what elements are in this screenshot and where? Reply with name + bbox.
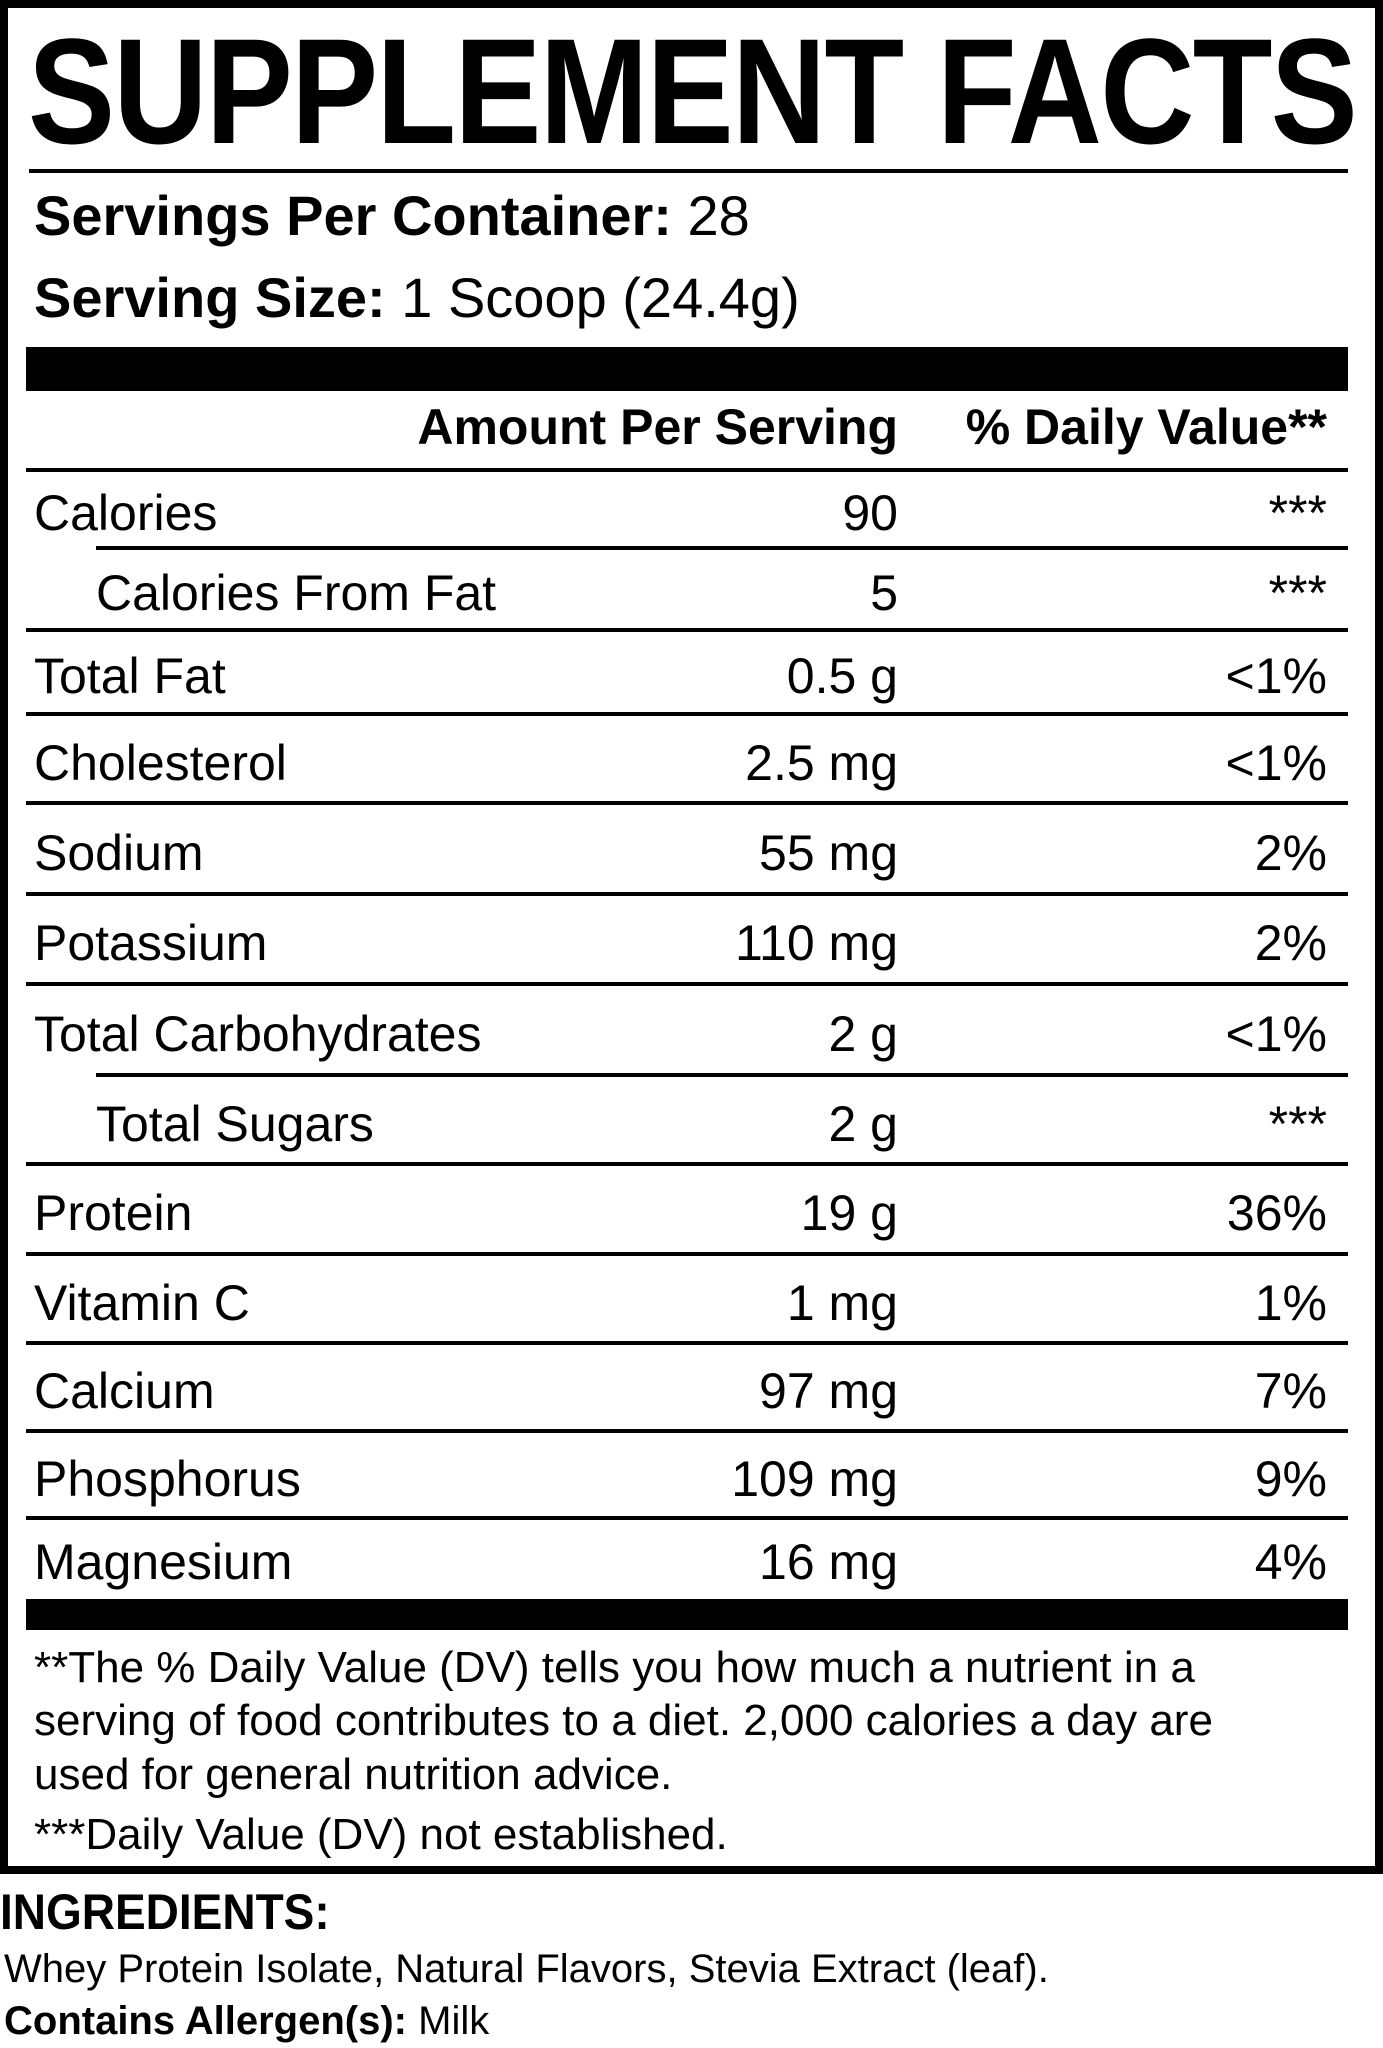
nutrient-row: Potassium 110 mg 2% <box>26 896 1348 986</box>
servings-value: 28 <box>687 184 750 247</box>
nutrient-daily-value: 2% <box>1254 915 1327 971</box>
footnote-dv-line3: used for general nutrition advice. <box>34 1750 673 1799</box>
allergen-statement: Contains Allergen(s): Milk <box>4 1996 489 2046</box>
nutrient-name: Total Sugars <box>96 1096 374 1152</box>
nutrient-daily-value: 4% <box>1254 1534 1327 1590</box>
nutrient-row: Magnesium 16 mg 4% <box>26 1520 1348 1599</box>
nutrient-row: Sodium 55 mg 2% <box>26 805 1348 896</box>
nutrient-daily-value: 2% <box>1254 825 1327 881</box>
serving-size-value: 1 Scoop (24.4g) <box>401 266 800 329</box>
row-divider <box>26 801 1348 805</box>
servings-per-container: Servings Per Container: 28 <box>34 186 750 246</box>
nutrient-row: Total Fat 0.5 g <1% <box>26 632 1348 716</box>
nutrient-daily-value: 1% <box>1254 1275 1327 1331</box>
nutrient-amount: 5 <box>870 565 898 621</box>
nutrient-row: Calories 90 *** <box>26 472 1348 550</box>
nutrient-daily-value: *** <box>1268 1096 1327 1152</box>
nutrient-daily-value: *** <box>1268 485 1327 541</box>
nutrient-amount: 55 mg <box>759 825 898 881</box>
nutrient-daily-value: *** <box>1268 565 1327 621</box>
daily-value-header: % Daily Value** <box>965 399 1327 455</box>
nutrient-name: Calories From Fat <box>96 565 497 621</box>
nutrient-name: Vitamin C <box>34 1275 250 1331</box>
allergen-value: Milk <box>418 1999 490 2043</box>
nutrient-row: Cholesterol 2.5 mg <1% <box>26 716 1348 805</box>
nutrient-daily-value: 7% <box>1254 1363 1327 1419</box>
header-divider <box>26 468 1348 472</box>
footnote-not-established: ***Daily Value (DV) not established. <box>34 1810 728 1859</box>
nutrient-amount: 110 mg <box>734 915 898 971</box>
nutrient-row: Calories From Fat 5 *** <box>26 550 1348 632</box>
nutrient-name: Total Carbohydrates <box>34 1006 482 1062</box>
nutrient-amount: 19 g <box>800 1185 898 1241</box>
nutrient-name: Magnesium <box>34 1534 293 1590</box>
nutrient-amount: 2 g <box>828 1006 898 1062</box>
nutrient-amount: 2.5 mg <box>745 735 898 791</box>
thick-bar-top <box>26 347 1348 391</box>
nutrient-row: Calcium 97 mg 7% <box>26 1345 1348 1433</box>
nutrient-name: Protein <box>34 1185 193 1241</box>
row-divider <box>26 982 1348 986</box>
nutrient-name: Phosphorus <box>34 1451 301 1507</box>
footnote-dv-line2: serving of food contributes to a diet. 2… <box>34 1696 1213 1745</box>
row-divider <box>26 1252 1348 1256</box>
nutrient-daily-value: <1% <box>1225 735 1327 791</box>
nutrient-daily-value: <1% <box>1225 1006 1327 1062</box>
allergen-label: Contains Allergen(s): <box>4 1999 407 2043</box>
row-divider <box>26 1341 1348 1345</box>
nutrient-daily-value: 36% <box>1226 1185 1327 1241</box>
nutrient-name: Calcium <box>34 1363 215 1419</box>
nutrient-amount: 90 <box>842 485 898 541</box>
ingredients-text: Whey Protein Isolate, Natural Flavors, S… <box>4 1947 1049 1991</box>
ingredients-heading: INGREDIENTS: <box>0 1884 330 1940</box>
amount-per-serving-header: Amount Per Serving <box>417 399 898 455</box>
nutrient-name: Cholesterol <box>34 735 287 791</box>
nutrient-name: Potassium <box>34 915 268 971</box>
title-divider <box>29 169 1348 173</box>
nutrient-amount: 109 mg <box>731 1451 898 1507</box>
nutrient-row: Vitamin C 1 mg 1% <box>26 1256 1348 1345</box>
serving-size: Serving Size: 1 Scoop (24.4g) <box>34 268 800 328</box>
nutrient-amount: 16 mg <box>759 1534 898 1590</box>
thick-bar-bottom <box>26 1599 1348 1630</box>
nutrient-amount: 97 mg <box>759 1363 898 1419</box>
nutrient-row: Phosphorus 109 mg 9% <box>26 1433 1348 1520</box>
nutrient-amount: 1 mg <box>786 1275 898 1331</box>
nutrient-name: Sodium <box>34 825 204 881</box>
nutrient-name: Calories <box>34 485 218 541</box>
panel-title: SUPPLEMENT FACTS <box>28 7 1358 175</box>
nutrient-row: Protein 19 g 36% <box>26 1166 1348 1256</box>
nutrient-row: Total Carbohydrates 2 g <1% <box>26 986 1348 1077</box>
nutrient-daily-value: <1% <box>1225 648 1327 704</box>
row-divider <box>26 1516 1348 1520</box>
row-divider <box>96 546 1348 550</box>
nutrient-row: Total Sugars 2 g *** <box>26 1077 1348 1166</box>
nutrient-daily-value: 9% <box>1254 1451 1327 1507</box>
row-divider <box>96 1073 1348 1077</box>
row-divider <box>26 628 1348 632</box>
row-divider <box>26 1162 1348 1166</box>
row-divider <box>26 1429 1348 1433</box>
servings-label: Servings Per Container: <box>34 184 672 247</box>
nutrient-name: Total Fat <box>34 648 226 704</box>
serving-size-label: Serving Size: <box>34 266 386 329</box>
row-divider <box>26 712 1348 716</box>
nutrient-amount: 0.5 g <box>786 648 898 704</box>
nutrient-amount: 2 g <box>828 1096 898 1152</box>
supplement-facts-panel <box>0 0 1383 1874</box>
row-divider <box>26 892 1348 896</box>
footnote-dv-line1: **The % Daily Value (DV) tells you how m… <box>34 1643 1195 1692</box>
